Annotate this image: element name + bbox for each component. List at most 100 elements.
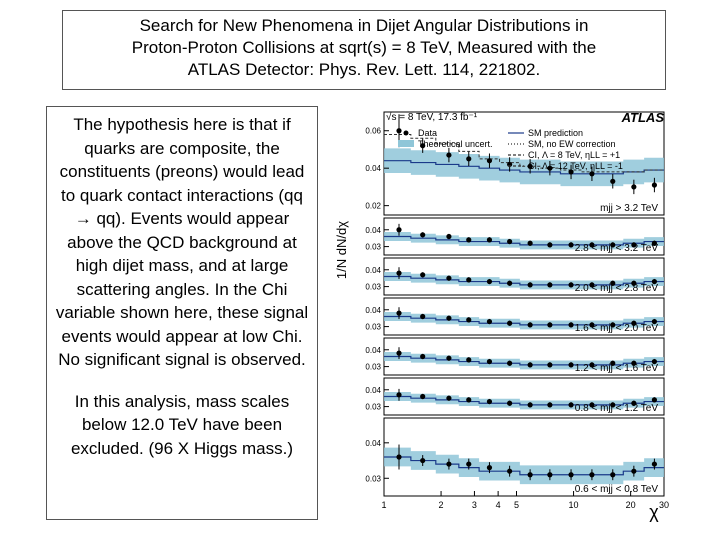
data-point [568, 402, 574, 408]
y-tick-label: 0.04 [365, 226, 381, 235]
y-tick-label: 0.02 [365, 202, 381, 211]
data-point [651, 240, 658, 246]
legend-label-ci_12_minus: CI, Λ = 12 TeV, ηLL = -1 [528, 161, 623, 171]
data-point [610, 402, 616, 408]
atlas-label: ATLAS [621, 110, 665, 125]
data-point [396, 392, 402, 398]
y-axis-label: 1/N dN/dχ [334, 221, 349, 279]
panel-7: 0.03 0.04 0.6 < mjj < 0.8 TeV [365, 417, 665, 497]
title-box: Search for New Phenomena in Dijet Angula… [62, 10, 666, 90]
data-point [568, 362, 574, 368]
data-point [527, 322, 533, 328]
data-point [568, 472, 574, 478]
y-tick-label: 0.03 [365, 363, 381, 372]
data-point [610, 178, 616, 184]
x-tick-label: 30 [659, 500, 669, 510]
y-tick-label: 0.03 [365, 403, 381, 412]
panel-3: 0.03 0.04 2.0 < mjj < 2.8 TeV [365, 257, 665, 296]
chi-distribution-figure: 1/N dN/dχ χ √s = 8 TeV, 17.3 fb⁻¹ ATLAS … [328, 100, 692, 524]
data-point [589, 402, 595, 408]
data-point [547, 402, 553, 408]
data-point [527, 240, 533, 246]
data-point [589, 362, 595, 368]
title-line-1: Search for New Phenomena in Dijet Angula… [139, 16, 589, 35]
data-point [527, 163, 533, 169]
data-point [466, 397, 472, 403]
data-point [486, 237, 493, 243]
description-box: The hypothesis here is that if quarks ar… [46, 106, 318, 520]
data-point [527, 402, 533, 408]
data-point [420, 143, 426, 149]
x-tick-label: 1 [381, 500, 386, 510]
data-point [466, 317, 472, 323]
data-point [396, 350, 402, 356]
data-point [446, 275, 452, 281]
data-point [651, 461, 658, 467]
data-point [547, 362, 553, 368]
data-point [420, 272, 426, 278]
sm-prediction-line [384, 355, 664, 366]
y-tick-label: 0.03 [365, 283, 381, 292]
data-point [547, 165, 553, 171]
data-point [568, 282, 574, 288]
data-point [547, 472, 553, 478]
y-tick-label: 0.03 [365, 323, 381, 332]
data-point [631, 468, 637, 474]
data-point [420, 353, 426, 360]
data-point [547, 242, 553, 248]
data-point [486, 318, 493, 325]
data-point [466, 357, 472, 363]
panel-label: mjj > 3.2 TeV [600, 203, 658, 214]
legend-label-ci_8_plus: CI, Λ = 8 TeV, ηLL = +1 [528, 150, 620, 160]
data-point [507, 320, 513, 326]
data-point [589, 171, 595, 177]
data-point [589, 322, 595, 328]
y-tick-label: 0.06 [365, 127, 381, 136]
data-point [466, 156, 472, 162]
data-point [486, 358, 493, 365]
y-tick-label: 0.04 [365, 266, 381, 275]
data-point [507, 280, 513, 286]
y-tick-label: 0.04 [365, 346, 381, 355]
data-point [610, 322, 616, 328]
data-point [631, 280, 637, 286]
legend-band-swatch [398, 140, 414, 147]
data-point [396, 128, 402, 134]
data-point [651, 318, 658, 325]
legend-data-marker [403, 130, 409, 136]
data-point [568, 169, 574, 175]
data-point [507, 360, 513, 366]
panel-label: 0.8 < mjj < 1.2 TeV [575, 403, 659, 414]
data-point [589, 282, 595, 288]
data-point [610, 472, 616, 478]
x-tick-label: 3 [472, 500, 477, 510]
x-tick-label: 2 [439, 500, 444, 510]
data-point [568, 322, 574, 328]
data-point [446, 152, 452, 158]
data-point [486, 158, 493, 164]
data-point [446, 315, 452, 321]
panel-2: 0.03 0.04 2.8 < mjj < 3.2 TeV [365, 217, 665, 256]
x-tick-label: 4 [496, 500, 501, 510]
panel-label: 1.2 < mjj < 1.6 TeV [575, 363, 659, 374]
data-point [631, 242, 637, 248]
data-point [651, 358, 658, 365]
data-point [651, 278, 658, 285]
data-point [631, 400, 637, 406]
panel-label: 2.0 < mjj < 2.8 TeV [575, 283, 659, 294]
sm-prediction-line [384, 160, 664, 175]
panel-1: 0.02 0.04 0.06 mjj > 3.2 TeV [365, 111, 665, 216]
data-point [631, 184, 637, 190]
theory-band [384, 148, 664, 187]
sm-prediction-line [384, 395, 664, 406]
sm-prediction-line [384, 456, 664, 476]
chi-distribution-chart: 1/N dN/dχ χ √s = 8 TeV, 17.3 fb⁻¹ ATLAS … [328, 100, 692, 524]
data-point [651, 397, 658, 403]
data-point [507, 238, 513, 245]
data-point [589, 472, 595, 478]
data-point [547, 322, 553, 328]
y-tick-label: 0.03 [365, 474, 381, 483]
data-point [396, 454, 402, 460]
energy-lumi-label: √s = 8 TeV, 17.3 fb⁻¹ [386, 111, 478, 123]
data-point [486, 278, 493, 285]
